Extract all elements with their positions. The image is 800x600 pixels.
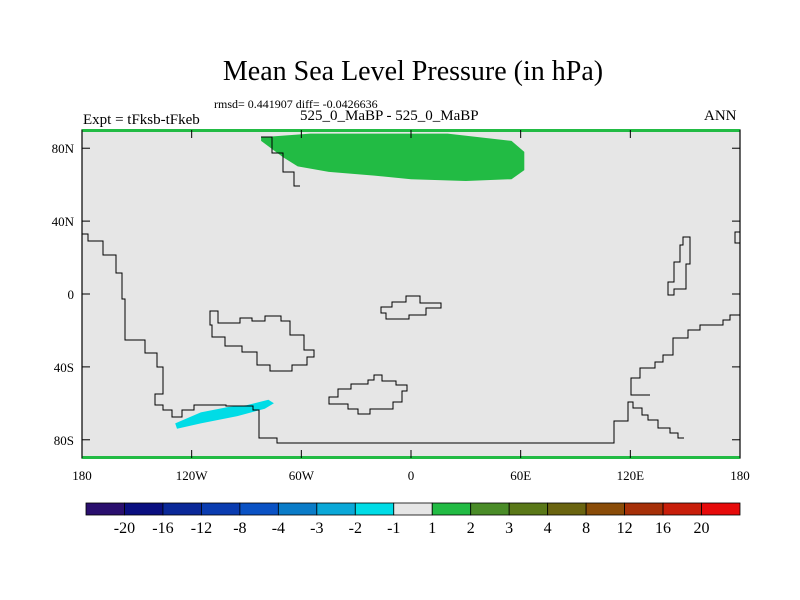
map-title: Mean Sea Level Pressure (in hPa)	[222, 56, 604, 87]
colorbar-label: 2	[467, 520, 475, 537]
y-tick-label: 80N	[52, 141, 75, 156]
colorbar-label: 8	[582, 520, 590, 537]
y-tick-label: 40N	[52, 214, 75, 229]
colorbar-swatch	[470, 502, 510, 516]
colorbar-swatch	[547, 502, 587, 516]
colorbar-label: -16	[152, 520, 173, 537]
x-tick-label: 60W	[289, 468, 315, 483]
y-tick-label: 80S	[54, 433, 74, 448]
x-tick-label: 180	[72, 468, 92, 483]
x-tick-label: 180	[730, 468, 750, 483]
map-plot-area	[81, 129, 741, 459]
colorbar-label: 1	[428, 520, 436, 537]
colorbar-swatch	[354, 502, 395, 516]
colorbar-swatch	[85, 502, 125, 516]
colorbar-swatch	[162, 502, 202, 516]
colorbar-label: -2	[349, 520, 362, 537]
colorbar-label: 12	[617, 520, 633, 537]
continent-south-central	[328, 374, 408, 415]
experiment-label: Expt = tFksb-tFkeb	[83, 112, 200, 128]
colorbar-swatch	[277, 502, 318, 516]
continent-central	[209, 310, 315, 372]
colorbar-label: -20	[114, 520, 135, 537]
map-background	[82, 130, 740, 458]
x-tick-label: 0	[408, 468, 415, 483]
y-tick-label: 0	[68, 287, 75, 302]
negative-anomaly	[175, 399, 274, 429]
colorbar-swatch	[393, 502, 433, 516]
coastline-americas	[82, 233, 684, 444]
rmsd-stats: rmsd= 0.441907 diff= -0.0426636	[214, 97, 378, 111]
x-axis: 180 120W 60W 0 60E 120E 180	[72, 130, 750, 483]
colorbar-swatch	[624, 502, 664, 516]
colorbar-swatch	[316, 502, 356, 516]
x-tick-label: 60E	[510, 468, 531, 483]
colorbar-label: -8	[233, 520, 246, 537]
island-east	[667, 236, 691, 296]
colorbar-label: -3	[310, 520, 323, 537]
colorbar-label: 20	[694, 520, 710, 537]
colorbar-label: -12	[191, 520, 212, 537]
y-axis: 80N 40N 0 40S 80S	[52, 141, 740, 448]
colorbar-swatch	[201, 502, 241, 516]
colorbar-label: 3	[505, 520, 513, 537]
colorbar-swatch	[124, 502, 164, 516]
colorbar-swatch	[431, 502, 472, 516]
colorbar-label: -4	[272, 520, 285, 537]
island-equatorial	[380, 295, 442, 320]
colorbar-swatch	[508, 502, 549, 516]
period-label: ANN	[704, 108, 737, 124]
colorbar-swatch	[585, 502, 625, 516]
coastline-arctic	[261, 136, 300, 187]
colorbar-label: 4	[544, 520, 552, 537]
y-tick-label: 40S	[54, 360, 74, 375]
colorbar-label: -1	[387, 520, 400, 537]
x-tick-label: 120E	[617, 468, 645, 483]
subtitle-label: 525_0_MaBP - 525_0_MaBP	[300, 108, 479, 124]
colorbar-swatch	[701, 502, 741, 516]
anomaly-layer	[175, 133, 525, 429]
x-tick-label: 120W	[176, 468, 209, 483]
colorbar-swatch	[239, 502, 279, 516]
colorbar: -20 -16 -12 -8 -4 -3 -2 -1 1 2 3 4 8 12 16 20	[85, 502, 741, 537]
colorbar-swatch	[662, 502, 702, 516]
colorbar-label: 16	[655, 520, 671, 537]
positive-anomaly	[261, 133, 525, 181]
